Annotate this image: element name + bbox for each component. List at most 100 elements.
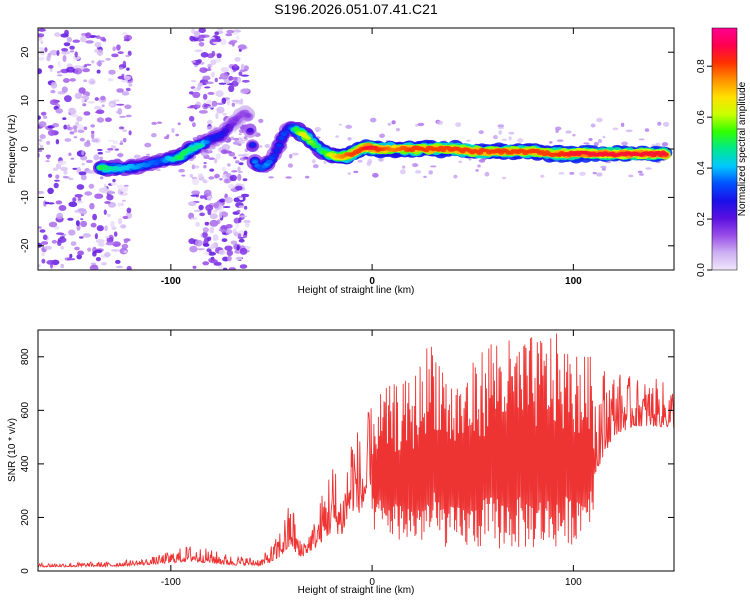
spectrogram-noise-blob <box>657 121 662 126</box>
spectrogram-noise-blob <box>108 103 114 107</box>
spectrogram-noise-blob <box>237 173 242 181</box>
spectrogram-noise-blob <box>95 111 103 114</box>
spectrogram-noise-blob <box>508 136 512 141</box>
spectrogram-noise-blob <box>44 245 52 250</box>
spectrogram-noise-blob <box>237 166 241 172</box>
spectrogram-noise-blob <box>90 35 97 38</box>
spectrogram-noise-blob <box>114 148 120 151</box>
spectrogram-noise-blob <box>78 171 87 176</box>
spectrogram-noise-blob <box>214 58 222 63</box>
spectrogram-x-tick-label: -100 <box>161 276 181 287</box>
spectrogram-noise-blob <box>402 165 406 169</box>
spectrogram-noise-blob <box>219 198 226 203</box>
spectrogram-noise-blob <box>237 170 243 173</box>
spectrogram-noise-blob <box>372 172 379 178</box>
spectrogram-noise-blob <box>200 178 206 181</box>
spectrogram-noise-blob <box>52 123 60 128</box>
spectrogram-noise-blob <box>218 211 223 219</box>
spectrogram-noise-blob <box>107 78 114 82</box>
spectrogram-noise-blob <box>38 56 45 61</box>
spectrogram-noise-blob <box>68 152 72 157</box>
spectrogram-noise-blob <box>216 53 222 59</box>
spectrogram-noise-blob <box>455 122 462 127</box>
spectrogram-noise-blob <box>237 137 242 140</box>
spectrogram-noise-blob <box>76 116 83 122</box>
spectrogram-noise-blob <box>243 219 251 224</box>
spectrogram-noise-blob <box>221 97 227 105</box>
spectrogram-noise-blob <box>118 66 124 70</box>
colorbar-tick-label: 0.8 <box>696 59 707 73</box>
spectrogram-noise-blob <box>77 250 84 256</box>
spectrogram-ridge-blob <box>283 130 290 134</box>
spectrogram-noise-blob <box>49 49 59 56</box>
spectrogram-noise-blob <box>121 243 129 249</box>
spectrogram-noise-blob <box>87 247 92 252</box>
spectrogram-noise-blob <box>240 63 245 71</box>
spectrogram-noise-blob <box>203 93 208 100</box>
spectrogram-noise-blob <box>208 148 212 154</box>
spectrogram-noise-blob <box>189 245 198 253</box>
colorbar: 0.0 0.2 0.4 0.6 0.8 Normalized spectral ampl… <box>696 27 748 277</box>
spectrogram-noise-blob <box>628 174 634 178</box>
spectrogram-noise-blob <box>81 98 85 104</box>
spectrogram-noise-blob <box>558 172 565 175</box>
spectrogram-noise-blob <box>69 45 75 50</box>
spectrogram-noise-blob <box>235 35 240 40</box>
spectrogram-noise-blob <box>353 170 359 174</box>
spectrogram-noise-blob <box>106 194 114 201</box>
spectrogram-noise-blob <box>39 144 44 149</box>
spectrogram-noise-blob <box>38 190 45 195</box>
spectrogram-noise-blob <box>242 196 246 201</box>
spectrogram-noise-blob <box>239 264 248 269</box>
spectrogram-noise-blob <box>189 115 195 122</box>
spectrogram-noise-blob <box>202 227 209 233</box>
spectrogram-noise-blob <box>204 86 211 89</box>
spectrogram-noise-blob <box>192 265 197 269</box>
spectrogram-noise-blob <box>596 172 603 177</box>
spectrogram-noise-blob <box>241 193 250 198</box>
spectrogram-noise-blob <box>94 41 102 48</box>
spectrogram-noise-blob <box>90 80 95 84</box>
spectrogram-noise-blob <box>228 85 235 93</box>
spectrogram-noise-blob <box>103 209 107 215</box>
spectrogram-noise-blob <box>235 223 239 229</box>
spectrogram-noise-blob <box>242 178 248 182</box>
spectrogram-ridge-blob <box>314 144 321 149</box>
spectrogram-noise-blob <box>47 202 55 205</box>
spectrogram-noise-blob <box>221 144 231 151</box>
spectrogram-noise-blob <box>112 241 121 248</box>
spectrogram-noise-blob <box>233 231 239 237</box>
spectrogram-noise-blob <box>477 164 481 168</box>
spectrogram-noise-blob <box>190 194 198 197</box>
spectrogram-noise-blob <box>80 174 87 181</box>
spectrogram-noise-blob <box>72 39 81 43</box>
spectrogram-noise-blob <box>56 212 64 220</box>
spectrogram-noise-blob <box>38 115 41 120</box>
spectrogram-noise-blob <box>240 74 249 77</box>
spectrogram-noise-blob <box>207 53 215 59</box>
spectrogram-noise-blob <box>116 88 124 93</box>
spectrogram-noise-blob <box>540 174 545 178</box>
spectrogram-noise-blob <box>73 67 83 75</box>
spectrogram-noise-blob <box>56 50 60 56</box>
snr-x-tick-label: 0 <box>369 577 375 588</box>
snr-y-tick-label: 800 <box>20 348 31 365</box>
spectrogram-noise-blob <box>47 129 56 136</box>
spectrogram-noise-blob <box>602 135 606 139</box>
spectrogram-noise-blob <box>157 121 162 124</box>
spectrogram-noise-blob <box>44 47 48 53</box>
spectrogram-noise-blob <box>202 261 210 266</box>
spectrogram-noise-blob <box>478 130 484 135</box>
spectrogram-noise-blob <box>75 200 84 204</box>
spectrogram-noise-blob <box>204 68 212 72</box>
spectrogram-noise-blob <box>565 130 572 134</box>
spectrogram-noise-blob <box>94 97 99 101</box>
spectrogram-ridge-blob <box>244 113 251 117</box>
spectrogram-noise-blob <box>197 173 204 179</box>
snr-y-axis-label: SNR (10 * v/v) <box>7 418 18 482</box>
spectrogram-noise-blob <box>590 123 596 128</box>
spectrogram-noise-blob <box>222 112 227 116</box>
spectrogram-noise-blob <box>241 79 250 83</box>
spectrogram-noise-blob <box>231 99 241 103</box>
spectrogram-noise-blob <box>72 65 82 69</box>
